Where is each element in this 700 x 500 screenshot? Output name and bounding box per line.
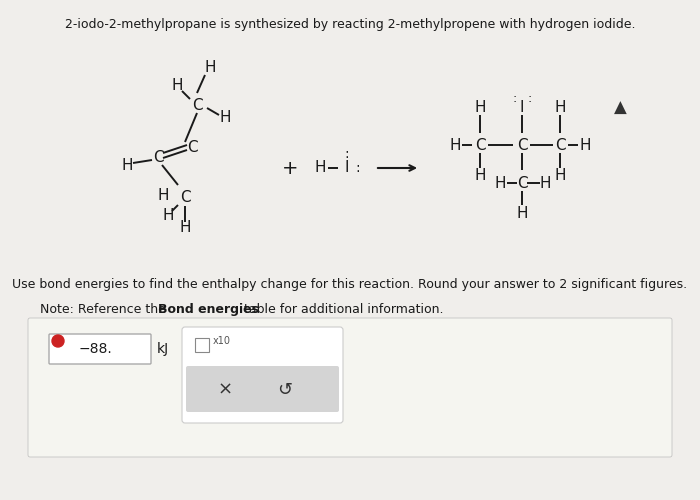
Text: C: C	[153, 150, 163, 166]
Text: H: H	[121, 158, 133, 172]
Text: H: H	[172, 78, 183, 92]
Text: :: :	[513, 92, 517, 104]
Text: C: C	[475, 138, 485, 152]
Text: C: C	[192, 98, 202, 112]
Text: C: C	[187, 140, 197, 156]
FancyBboxPatch shape	[182, 327, 343, 423]
FancyBboxPatch shape	[28, 318, 672, 457]
Text: H: H	[475, 100, 486, 116]
Text: :: :	[528, 92, 532, 104]
Text: H: H	[494, 176, 505, 190]
Text: H: H	[162, 208, 174, 222]
Text: H: H	[539, 176, 551, 190]
Text: 2-iodo-2-methylpropane is synthesized by reacting 2-methylpropene with hydrogen : 2-iodo-2-methylpropane is synthesized by…	[64, 18, 636, 31]
Text: x10: x10	[213, 336, 231, 346]
Text: :: :	[344, 147, 349, 161]
FancyBboxPatch shape	[186, 366, 339, 412]
Text: H: H	[179, 220, 190, 236]
Text: C: C	[180, 190, 190, 206]
Text: H: H	[580, 138, 591, 152]
Text: H: H	[204, 60, 216, 76]
Text: Use bond energies to find the enthalpy change for this reaction. Round your answ: Use bond energies to find the enthalpy c…	[13, 278, 687, 291]
Text: H: H	[517, 206, 528, 220]
Text: +: +	[281, 158, 298, 178]
Text: Note: Reference the: Note: Reference the	[40, 303, 170, 316]
Text: H: H	[314, 160, 326, 176]
Text: H: H	[475, 168, 486, 182]
Text: I: I	[344, 160, 349, 176]
Text: ↺: ↺	[277, 381, 293, 399]
Text: kJ: kJ	[157, 342, 169, 356]
Text: −88.: −88.	[78, 342, 112, 356]
Circle shape	[52, 335, 64, 347]
Text: ×: ×	[218, 381, 232, 399]
Text: Bond energies: Bond energies	[158, 303, 259, 316]
Text: H: H	[554, 100, 566, 116]
Text: :: :	[356, 161, 360, 175]
FancyBboxPatch shape	[195, 338, 209, 352]
Text: ✕: ✕	[55, 336, 62, 345]
Text: C: C	[517, 176, 527, 190]
FancyBboxPatch shape	[49, 334, 151, 364]
Text: H: H	[449, 138, 461, 152]
Text: H: H	[158, 188, 169, 202]
Text: table for additional information.: table for additional information.	[240, 303, 444, 316]
Text: C: C	[554, 138, 566, 152]
Text: I: I	[519, 100, 524, 116]
Text: C: C	[517, 138, 527, 152]
Text: H: H	[219, 110, 231, 126]
Text: ▲: ▲	[614, 99, 626, 117]
Text: H: H	[554, 168, 566, 182]
